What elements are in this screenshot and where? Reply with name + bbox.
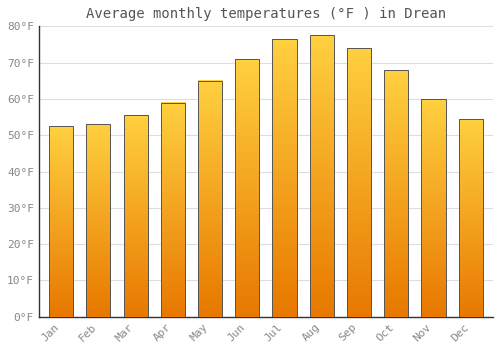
Bar	[458, 119, 483, 317]
Bar	[49, 126, 73, 317]
Bar	[198, 81, 222, 317]
Bar	[86, 124, 110, 317]
Title: Average monthly temperatures (°F ) in Drean: Average monthly temperatures (°F ) in Dr…	[86, 7, 446, 21]
Bar	[347, 48, 371, 317]
Bar	[422, 99, 446, 317]
Bar	[272, 39, 296, 317]
Bar	[310, 35, 334, 317]
Bar	[384, 70, 408, 317]
Bar	[124, 115, 148, 317]
Bar	[235, 59, 260, 317]
Bar	[160, 103, 185, 317]
